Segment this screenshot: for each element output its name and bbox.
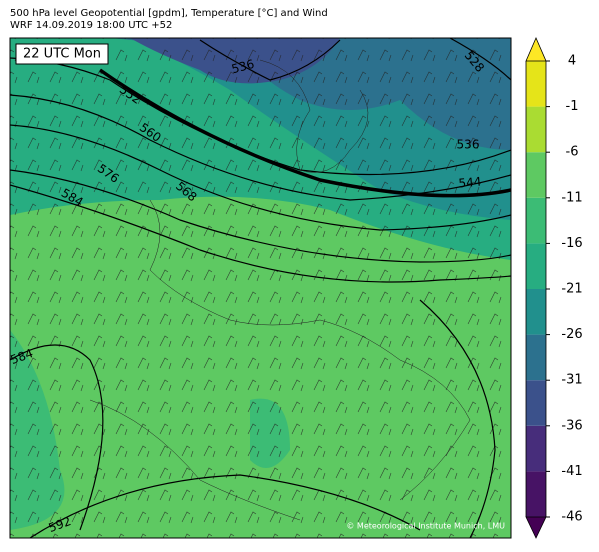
colorbar-tick-label: -46 (561, 510, 582, 525)
contour-bold (98, 68, 511, 198)
colorbar-band (526, 243, 546, 289)
colorbar-tick-label: -41 (561, 464, 582, 479)
copyright: © Meteorological Institute Munich, LMU (346, 522, 505, 531)
colorbar-tick-label: -26 (561, 327, 582, 342)
time-box (15, 43, 109, 65)
contours (10, 38, 511, 538)
colorbar-tick-label: -36 (561, 418, 582, 433)
colorbar-over (525, 36, 547, 62)
colorbar-band (526, 289, 546, 335)
colorbar-tick-label: -31 (561, 373, 582, 388)
wind-barbs (10, 38, 511, 538)
map-frame (9, 37, 512, 539)
contour-label: 536 (457, 138, 480, 152)
colorbar-tick-label: -11 (561, 190, 582, 205)
colorbar-band (526, 197, 546, 244)
colorbar-band (526, 61, 546, 107)
colorbar-band (526, 471, 546, 517)
colorbar-tick-label: -21 (561, 282, 582, 297)
time-label: 22 UTC Mon (23, 47, 101, 62)
colorbar: -46 -41 -36 -31 -26 -21 -16 -11 -6 -1 4 (525, 36, 583, 539)
colorbar-tick-label: -1 (566, 99, 579, 114)
map (10, 38, 511, 538)
colorbar-tick-label: -6 (566, 145, 579, 160)
colorbar-tick-label: 4 (568, 54, 576, 69)
colorbar-band (526, 380, 546, 426)
colorbar-band (526, 106, 546, 153)
contour-label: 544 (458, 175, 482, 191)
coastlines (89, 59, 471, 521)
subtitle: WRF 14.09.2019 18:00 UTC +52 (10, 20, 172, 31)
title: 500 hPa level Geopotential [gpdm], Tempe… (10, 8, 328, 19)
colorbar-tick-label: -16 (561, 236, 582, 251)
colorbar-band (526, 425, 546, 472)
colorbar-under (525, 516, 547, 539)
colorbar-band (526, 152, 546, 198)
contour-label: 536 (230, 57, 256, 76)
colorbar-band (526, 334, 546, 381)
